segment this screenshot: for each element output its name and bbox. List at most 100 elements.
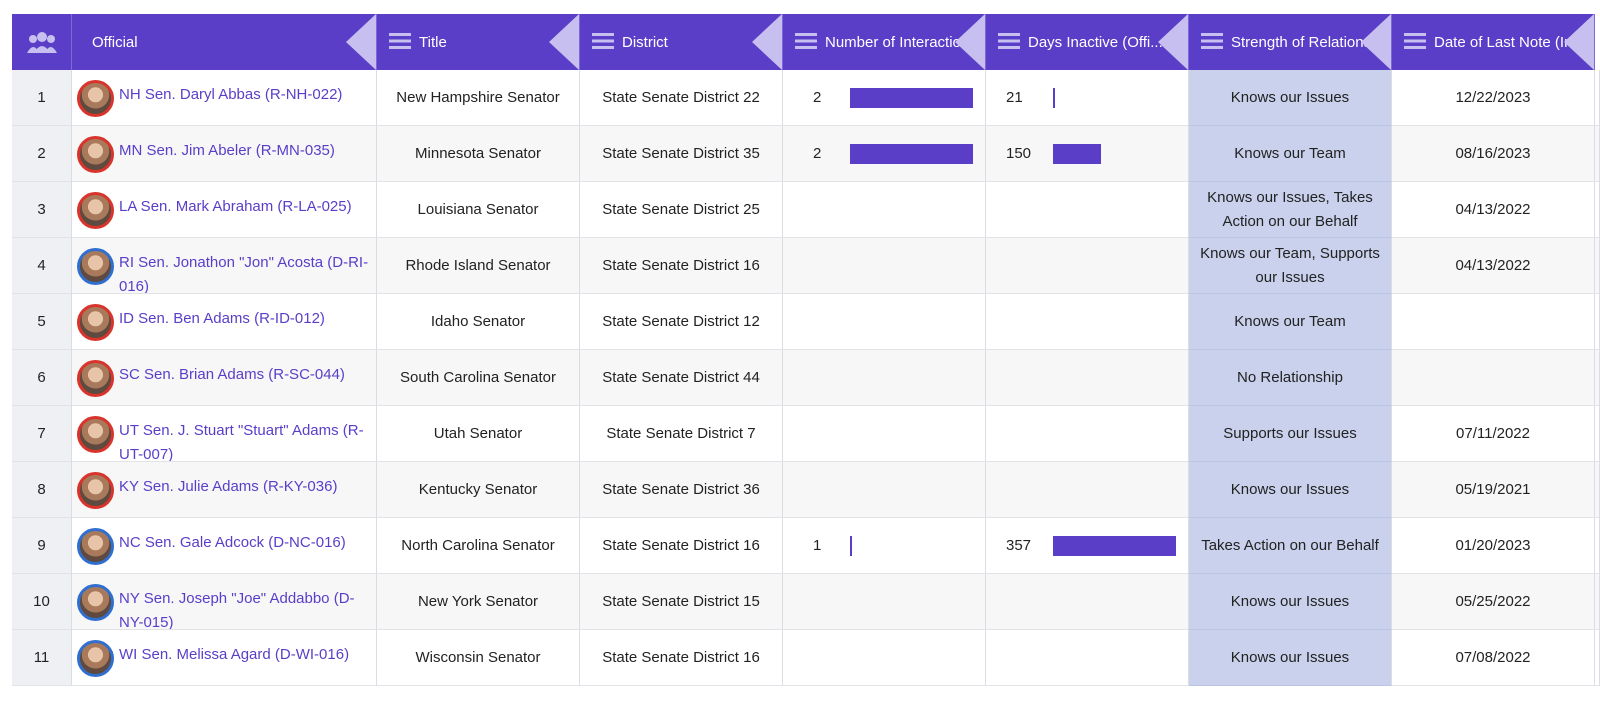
date-cell: 08/16/2023 xyxy=(1392,126,1595,182)
overflow-cell xyxy=(1595,406,1600,462)
strength-cell: Takes Action on our Behalf xyxy=(1189,518,1392,574)
title-cell: Minnesota Senator xyxy=(377,126,580,182)
column-header: Days Inactive (Offi... xyxy=(986,14,1189,70)
date-cell: 05/19/2021 xyxy=(1392,462,1595,518)
interactions-cell xyxy=(783,574,986,630)
column-header: District xyxy=(580,14,783,70)
menu-icon[interactable] xyxy=(1201,31,1223,51)
days-inactive-cell: 357 xyxy=(986,518,1189,574)
data-bar xyxy=(850,536,852,556)
date-cell: 04/13/2022 xyxy=(1392,238,1595,294)
cell-number: 1 xyxy=(813,537,822,554)
official-link[interactable]: ID Sen. Ben Adams (R-ID-012) xyxy=(119,310,325,327)
menu-icon[interactable] xyxy=(389,31,411,51)
overflow-cell xyxy=(1595,294,1600,350)
sort-arrow xyxy=(752,14,782,70)
avatar xyxy=(77,304,114,341)
avatar xyxy=(77,80,114,117)
header-label: Number of Interaction xyxy=(825,33,970,51)
menu-icon[interactable] xyxy=(795,31,817,51)
menu-icon[interactable] xyxy=(1404,31,1426,51)
official-cell: UT Sen. J. Stuart "Stuart" Adams (R-UT-0… xyxy=(72,406,377,462)
avatar xyxy=(77,640,114,677)
date-cell: 07/08/2022 xyxy=(1392,630,1595,686)
official-link[interactable]: NH Sen. Daryl Abbas (R-NH-022) xyxy=(119,86,343,103)
official-cell: KY Sen. Julie Adams (R-KY-036) xyxy=(72,462,377,518)
data-bar xyxy=(1053,88,1055,108)
official-cell: ID Sen. Ben Adams (R-ID-012) xyxy=(72,294,377,350)
column-header: Number of Interaction xyxy=(783,14,986,70)
title-cell: New York Senator xyxy=(377,574,580,630)
interactions-cell: 2 xyxy=(783,70,986,126)
column-header: Official xyxy=(72,14,377,70)
sort-arrow xyxy=(1564,14,1594,70)
date-cell: 12/22/2023 xyxy=(1392,70,1595,126)
official-link[interactable]: KY Sen. Julie Adams (R-KY-036) xyxy=(119,478,338,495)
menu-icon[interactable] xyxy=(592,31,614,51)
date-cell: 05/25/2022 xyxy=(1392,574,1595,630)
column-header: Strength of Relations... xyxy=(1189,14,1392,70)
row-index: 11 xyxy=(12,630,72,686)
row-index: 10 xyxy=(12,574,72,630)
cell-number: 357 xyxy=(1006,537,1032,554)
district-cell: State Senate District 36 xyxy=(580,462,783,518)
cell-number: 2 xyxy=(813,145,822,162)
official-link[interactable]: SC Sen. Brian Adams (R-SC-044) xyxy=(119,366,345,383)
overflow-cell xyxy=(1595,350,1600,406)
official-link[interactable]: LA Sen. Mark Abraham (R-LA-025) xyxy=(119,198,352,215)
row-index: 1 xyxy=(12,70,72,126)
row-index: 2 xyxy=(12,126,72,182)
sort-arrow xyxy=(1158,14,1188,70)
strength-cell: Knows our Issues xyxy=(1189,462,1392,518)
data-bar xyxy=(1053,144,1102,164)
sort-arrow xyxy=(955,14,985,70)
days-inactive-cell xyxy=(986,182,1189,238)
sort-arrow xyxy=(346,14,376,70)
sort-arrow xyxy=(549,14,579,70)
district-cell: State Senate District 15 xyxy=(580,574,783,630)
days-inactive-cell xyxy=(986,630,1189,686)
official-cell: LA Sen. Mark Abraham (R-LA-025) xyxy=(72,182,377,238)
row-index: 5 xyxy=(12,294,72,350)
title-cell: South Carolina Senator xyxy=(377,350,580,406)
days-inactive-cell xyxy=(986,350,1189,406)
title-cell: Louisiana Senator xyxy=(377,182,580,238)
official-link[interactable]: MN Sen. Jim Abeler (R-MN-035) xyxy=(119,142,335,159)
interactions-cell xyxy=(783,294,986,350)
date-cell: 07/11/2022 xyxy=(1392,406,1595,462)
overflow-cell xyxy=(1595,574,1600,630)
official-link[interactable]: RI Sen. Jonathon "Jon" Acosta (D-RI-016) xyxy=(119,254,369,294)
overflow-cell xyxy=(1595,238,1600,294)
avatar xyxy=(77,528,114,565)
cell-number: 150 xyxy=(1006,145,1032,162)
official-link[interactable]: NY Sen. Joseph "Joe" Addabbo (D-NY-015) xyxy=(119,590,355,630)
row-index: 9 xyxy=(12,518,72,574)
avatar xyxy=(77,192,114,229)
district-cell: State Senate District 22 xyxy=(580,70,783,126)
official-link[interactable]: NC Sen. Gale Adcock (D-NC-016) xyxy=(119,534,346,551)
header-label: Days Inactive (Offi... xyxy=(1028,33,1163,51)
sort-arrow xyxy=(1361,14,1391,70)
days-inactive-cell xyxy=(986,462,1189,518)
district-cell: State Senate District 44 xyxy=(580,350,783,406)
date-cell xyxy=(1392,294,1595,350)
district-cell: State Senate District 16 xyxy=(580,630,783,686)
official-link[interactable]: WI Sen. Melissa Agard (D-WI-016) xyxy=(119,646,350,663)
official-link[interactable]: UT Sen. J. Stuart "Stuart" Adams (R-UT-0… xyxy=(119,422,364,462)
days-inactive-cell xyxy=(986,238,1189,294)
header-label: District xyxy=(622,33,668,51)
district-cell: State Senate District 12 xyxy=(580,294,783,350)
row-index: 8 xyxy=(12,462,72,518)
overflow-cell xyxy=(1595,518,1600,574)
date-cell: 04/13/2022 xyxy=(1392,182,1595,238)
official-cell: WI Sen. Melissa Agard (D-WI-016) xyxy=(72,630,377,686)
data-bar xyxy=(850,88,973,108)
interactions-cell: 2 xyxy=(783,126,986,182)
official-cell: NY Sen. Joseph "Joe" Addabbo (D-NY-015) xyxy=(72,574,377,630)
header-label: Title xyxy=(419,33,447,51)
days-inactive-cell xyxy=(986,574,1189,630)
strength-cell: Knows our Team xyxy=(1189,126,1392,182)
menu-icon[interactable] xyxy=(998,31,1020,51)
official-cell: MN Sen. Jim Abeler (R-MN-035) xyxy=(72,126,377,182)
group-icon xyxy=(26,32,57,53)
